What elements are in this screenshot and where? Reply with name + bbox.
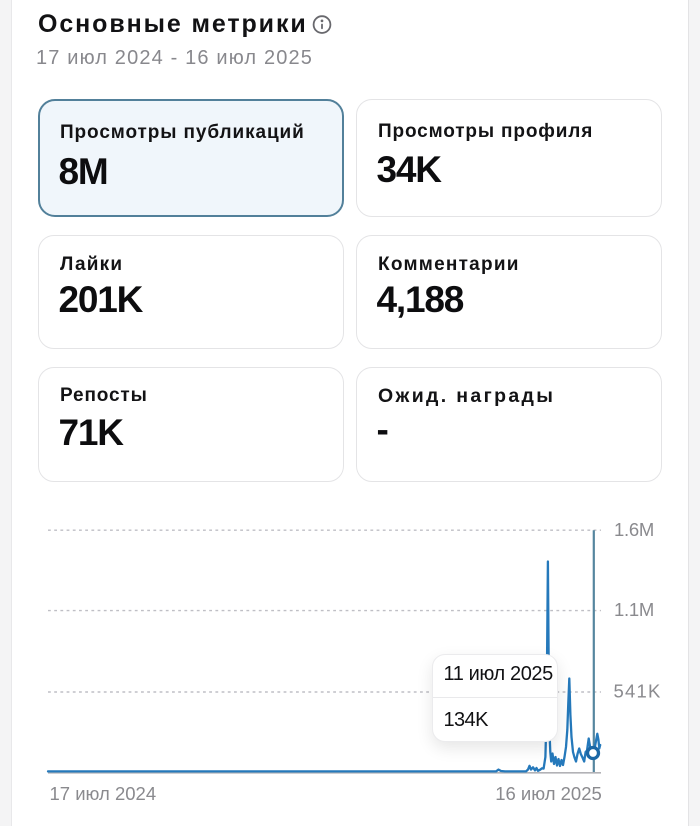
- svg-text:541K: 541K: [614, 681, 662, 702]
- svg-text:17 июл 2024: 17 июл 2024: [50, 783, 157, 804]
- svg-text:1.6M: 1.6M: [614, 519, 654, 540]
- svg-text:1.1M: 1.1M: [614, 599, 654, 620]
- svg-text:16 июл 2025: 16 июл 2025: [495, 783, 602, 804]
